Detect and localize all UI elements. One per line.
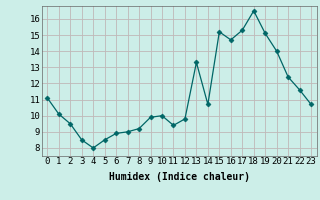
X-axis label: Humidex (Indice chaleur): Humidex (Indice chaleur) [109, 172, 250, 182]
